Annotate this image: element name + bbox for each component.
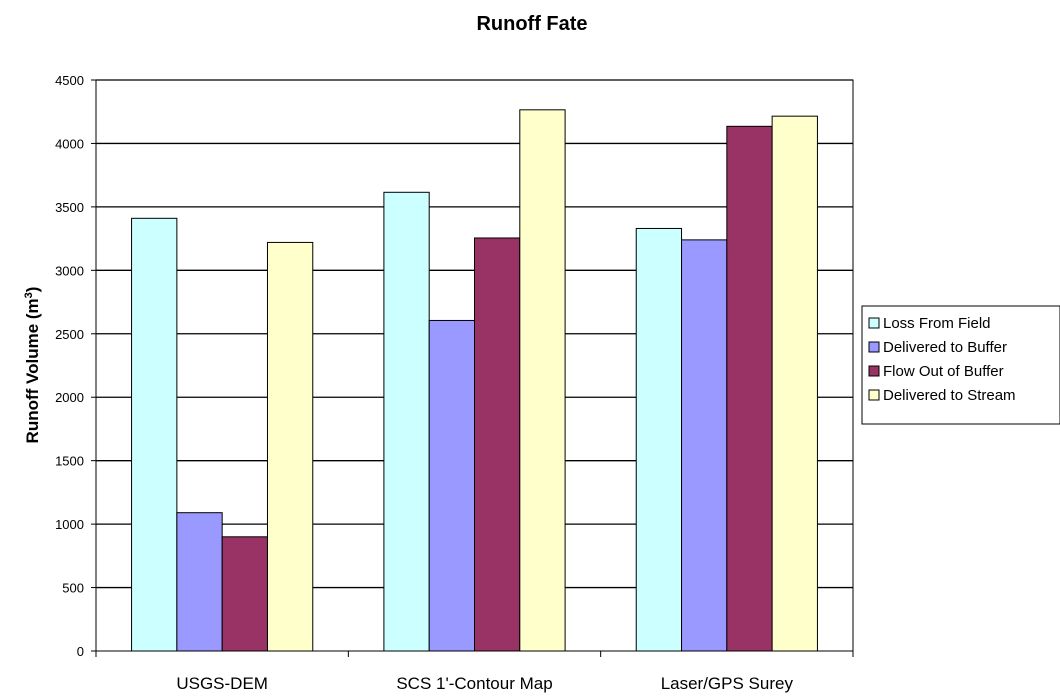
category-label: SCS 1'-Contour Map bbox=[396, 674, 552, 693]
y-tick-label: 1500 bbox=[55, 454, 84, 469]
bar bbox=[383, 191, 430, 652]
bar bbox=[266, 241, 314, 652]
legend-swatch bbox=[868, 389, 880, 401]
legend-label: Delivered to Stream bbox=[883, 387, 1016, 404]
y-tick-label: 500 bbox=[62, 581, 84, 596]
legend-label: Loss From Field bbox=[883, 315, 991, 332]
bar bbox=[681, 239, 728, 652]
y-axis-label-end: ) bbox=[23, 287, 42, 293]
bar bbox=[519, 109, 566, 652]
y-tick-label: 0 bbox=[77, 644, 84, 659]
y-axis-label-main: Runoff Volume (m bbox=[23, 298, 42, 443]
y-tick-label: 3500 bbox=[55, 200, 84, 215]
legend-box bbox=[861, 305, 1060, 425]
bar bbox=[726, 125, 773, 652]
bars bbox=[131, 109, 818, 652]
y-axis-label-superscript: 3 bbox=[23, 292, 35, 298]
category-label: Laser/GPS Surey bbox=[661, 674, 794, 693]
bar bbox=[474, 237, 521, 652]
legend-label: Flow Out of Buffer bbox=[883, 363, 1004, 380]
legend-swatch bbox=[868, 365, 880, 377]
y-tick-label: 1000 bbox=[55, 517, 84, 532]
bar bbox=[176, 512, 223, 652]
chart-title: Runoff Fate bbox=[476, 13, 587, 35]
bar bbox=[131, 217, 178, 652]
bar bbox=[221, 536, 268, 652]
y-axis-label: Runoff Volume (m3) bbox=[23, 287, 42, 444]
legend-swatch bbox=[868, 317, 880, 329]
legend: Loss From Field Delivered to Buffer Flow O… bbox=[861, 305, 1060, 425]
legend-label: Delivered to Buffer bbox=[883, 339, 1007, 356]
legend-swatch bbox=[868, 341, 880, 353]
axes: 0 500 1000 1500 2000 2500 3000 3500 4000 4500 USGS… bbox=[55, 73, 854, 693]
y-tick-label: 2000 bbox=[55, 390, 84, 405]
y-tick-label: 2500 bbox=[55, 327, 84, 342]
y-tick-label: 3000 bbox=[55, 263, 84, 278]
y-tick-label: 4500 bbox=[55, 73, 84, 88]
y-tick-label: 4000 bbox=[55, 136, 84, 151]
category-label: USGS-DEM bbox=[176, 674, 268, 693]
bar bbox=[771, 115, 818, 652]
bar bbox=[428, 319, 476, 652]
bar bbox=[635, 227, 683, 652]
